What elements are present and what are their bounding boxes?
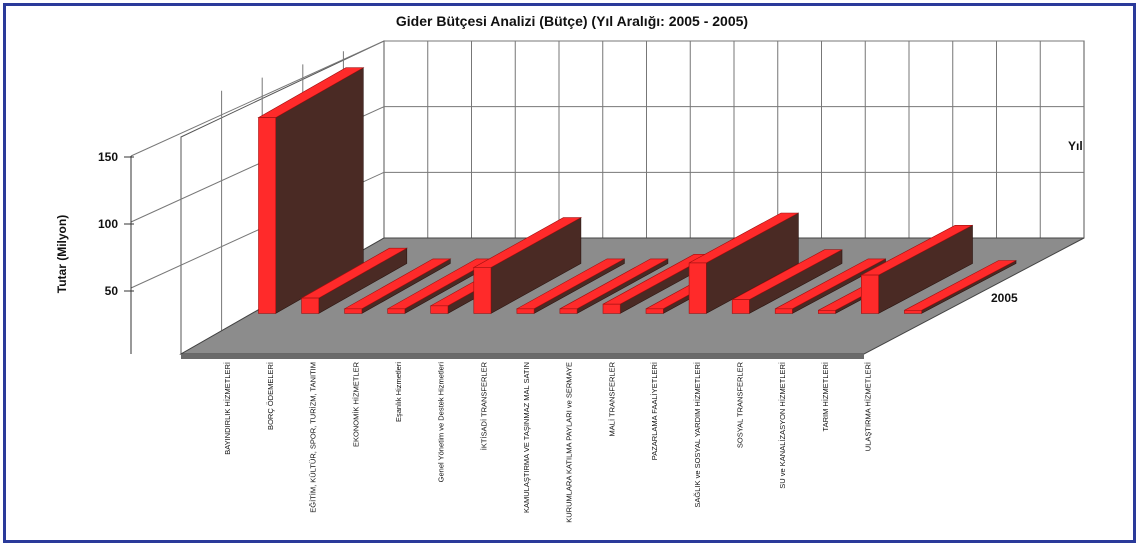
- bar-front-face: [387, 308, 406, 314]
- bar-16: [904, 260, 1017, 314]
- bar-2: [300, 247, 408, 314]
- grid-line-left-wall: [130, 40, 385, 157]
- bar-front-face: [258, 117, 277, 314]
- category-label: EĞİTİM, KÜLTÜR, SPOR, TURİZM, TANITIM: [309, 362, 318, 513]
- bar-front-face: [817, 309, 836, 314]
- category-label: BORÇ ÖDEMELERİ: [266, 362, 275, 430]
- bar-front-face: [602, 303, 621, 314]
- category-label: TARIM HİZMETLERİ: [821, 362, 830, 431]
- z-axis-label: Yıl: [1068, 139, 1083, 153]
- bar-front-face: [904, 309, 922, 314]
- bar-1: [257, 67, 365, 314]
- category-label: Eşanlık Hizmetleri: [394, 362, 403, 422]
- y-axis-label: Tutar (Milyon): [55, 215, 69, 293]
- bar-front-face: [860, 274, 879, 314]
- bar-11: [688, 212, 799, 314]
- bar-front-face: [430, 305, 449, 314]
- bar-front-face: [516, 308, 535, 314]
- bar-front-face: [731, 299, 750, 314]
- category-label: ULAŞTIRMA HİZMETLERİ: [864, 362, 873, 451]
- series-label: 2005: [991, 291, 1018, 305]
- chart-title: Gider Bütçesi Analizi (Bütçe) (Yıl Aralı…: [396, 13, 748, 29]
- bar-front-face: [473, 267, 492, 314]
- bar-15: [860, 224, 973, 314]
- bar-front-face: [559, 308, 578, 314]
- chart-frame: Gider Bütçesi Analizi (Bütçe) (Yıl Aralı…: [3, 3, 1136, 543]
- bar-4: [386, 258, 495, 314]
- category-label: KURUMLARA KATILMA PAYLARI ve SERMAYE: [565, 362, 574, 523]
- y-axis: 50 100 150: [98, 150, 134, 354]
- bar-front-face: [301, 297, 320, 314]
- category-label: PAZARLAMA FAALİYETLERİ: [650, 362, 659, 460]
- category-label: EKONOMİK HİZMETLER: [351, 361, 360, 447]
- category-label: KAMULAŞTIRMA VE TAŞINMAZ MAL SATIN: [522, 362, 531, 513]
- y-tick-label: 150: [98, 150, 118, 164]
- category-label: SU ve KANALİZASYON HİZMETLERİ: [778, 362, 787, 489]
- bar-3: [343, 258, 452, 314]
- y-tick-label: 100: [98, 217, 118, 231]
- bar-front-face: [344, 308, 363, 314]
- category-label: Genel Yönetim ve Destek Hizmetleri: [437, 362, 446, 483]
- category-labels: BAYINDIRLIK HİZMETLERİ BORÇ ÖDEMELERİ EĞİT…: [223, 361, 872, 522]
- chart-bars: [257, 67, 1017, 314]
- category-label: SAĞLIK ve SOSYAL YARDIM HİZMETLERİ: [693, 362, 702, 508]
- bar-13: [774, 258, 886, 314]
- category-label: BAYINDIRLIK HİZMETLERİ: [223, 362, 232, 455]
- bar-chart-3d: Gider Bütçesi Analizi (Bütçe) (Yıl Aralı…: [55, 13, 1085, 523]
- bar-7: [515, 258, 625, 314]
- category-label: İKTİSADİ TRANSFERLER: [479, 361, 488, 450]
- bar-front-face: [688, 262, 707, 314]
- category-label: SOSYAL TRANSFERLER: [736, 361, 745, 448]
- bar-12: [731, 249, 843, 314]
- bar-6: [472, 217, 583, 314]
- y-tick-label: 50: [105, 284, 119, 298]
- bar-front-face: [645, 308, 664, 314]
- floor-edge: [181, 354, 864, 359]
- category-label: MALİ TRANSFERLER: [607, 361, 616, 436]
- bar-8: [559, 258, 669, 314]
- bar-front-face: [774, 308, 793, 314]
